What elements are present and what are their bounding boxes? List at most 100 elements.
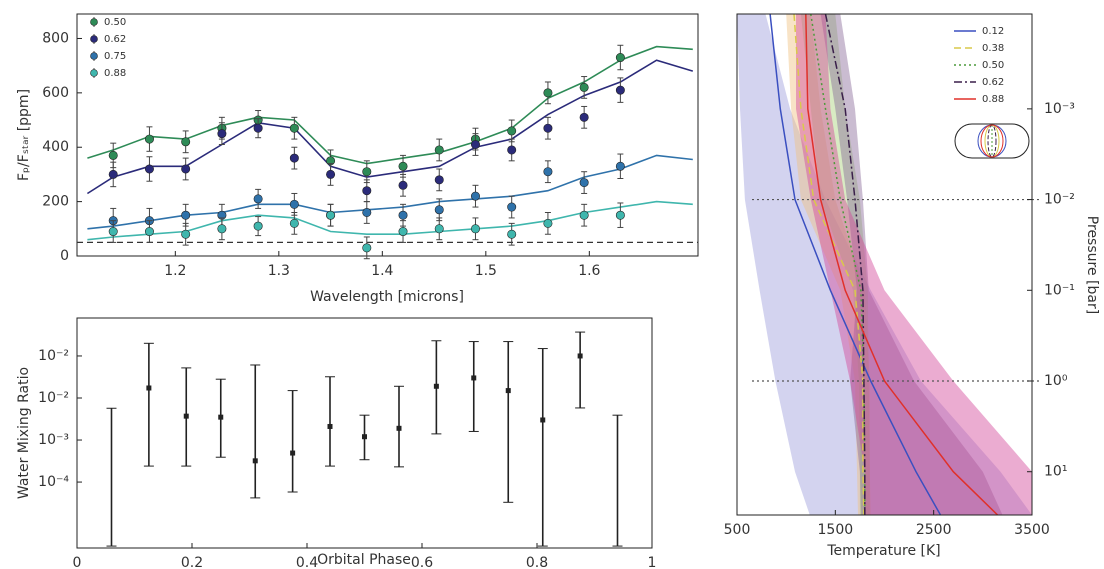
x-tick-label: 2500 <box>916 522 952 538</box>
y-tick-label: 200 <box>42 194 69 210</box>
data-point <box>144 164 154 174</box>
data-point <box>507 202 517 212</box>
y-tick-label: 10⁻² <box>38 390 69 406</box>
profile-line <box>810 14 866 515</box>
model-line <box>86 59 694 195</box>
x-axis-label: Orbital Phase <box>317 552 411 568</box>
legend-marker <box>90 18 98 26</box>
legend-label: 0.62 <box>982 77 1004 88</box>
data-point <box>434 224 444 234</box>
plot-frame <box>76 13 699 257</box>
data-point <box>507 145 517 155</box>
y-tick-label: 10⁰ <box>1044 373 1068 389</box>
x-tick-label: 1 <box>648 555 657 569</box>
data-point <box>289 153 299 163</box>
median-marker <box>146 385 152 391</box>
data-point <box>398 227 408 237</box>
data-point <box>253 123 263 133</box>
legend-label: 0.50 <box>104 17 126 28</box>
data-point <box>398 161 408 171</box>
median-marker <box>471 375 477 381</box>
x-tick-label: 0.4 <box>296 555 318 569</box>
x-tick-label: 1.6 <box>578 263 600 279</box>
data-point <box>253 221 263 231</box>
profile-line <box>793 14 865 515</box>
data-point <box>434 205 444 215</box>
median-marker <box>290 450 296 456</box>
legend-label: 0.75 <box>104 51 126 62</box>
legend-marker <box>90 35 98 43</box>
y-tick-label: 10⁻² <box>38 348 69 364</box>
median-marker <box>433 383 439 389</box>
data-point <box>543 88 553 98</box>
y-tick-label: 10⁻⁴ <box>38 474 69 490</box>
median-marker <box>362 434 367 440</box>
x-axis-label: Wavelength [microns] <box>310 289 464 305</box>
confidence-band <box>786 14 871 515</box>
data-point <box>217 129 227 139</box>
x-axis-label: Temperature [K] <box>826 543 940 559</box>
x-tick-label: 500 <box>724 522 751 538</box>
median-marker <box>327 423 333 429</box>
data-point <box>181 137 191 147</box>
profile-line <box>824 14 866 515</box>
y-axis-label: Fₚ/Fₛₜₐᵣ [ppm] <box>16 89 32 181</box>
x-tick-label: 1.5 <box>475 263 497 279</box>
x-tick-label: 0 <box>73 555 82 569</box>
x-tick-label: 3500 <box>1014 522 1050 538</box>
data-point <box>289 199 299 209</box>
confidence-band <box>796 14 1032 515</box>
confidence-band <box>737 14 1032 515</box>
y-tick-label: 600 <box>42 85 69 101</box>
median-marker <box>577 353 583 359</box>
plot-frame <box>76 317 653 549</box>
data-point <box>543 218 553 228</box>
legend-label: 0.12 <box>982 26 1004 37</box>
data-point <box>108 169 118 179</box>
x-tick-label: 1500 <box>818 522 854 538</box>
y-tick-label: 400 <box>42 139 69 155</box>
legend-label: 0.62 <box>104 34 126 45</box>
plot-frame <box>736 13 1033 516</box>
confidence-band <box>800 14 870 515</box>
legend-marker <box>90 52 98 60</box>
data-point <box>362 207 372 217</box>
data-point <box>579 112 589 122</box>
data-point <box>434 145 444 155</box>
profile-group <box>737 14 1032 515</box>
legend-label: 0.38 <box>982 43 1004 54</box>
y-tick-label: 800 <box>42 30 69 46</box>
profile-line <box>769 14 942 515</box>
data-point <box>108 150 118 160</box>
data-point <box>398 180 408 190</box>
data-point <box>434 175 444 185</box>
y-tick-label: 10¹ <box>1044 464 1067 480</box>
profile-line <box>805 14 999 515</box>
data-point <box>507 126 517 136</box>
x-tick-label: 0.2 <box>181 555 203 569</box>
x-tick-label: 1.3 <box>268 263 290 279</box>
legend-label: 0.88 <box>104 68 126 79</box>
y-tick-label: 10⁻¹ <box>1044 282 1075 298</box>
median-marker <box>540 417 546 423</box>
data-point <box>326 210 336 220</box>
legend-label: 0.50 <box>982 60 1004 71</box>
data-point <box>543 167 553 177</box>
median-marker <box>252 458 258 464</box>
median-marker <box>183 413 189 419</box>
y-axis-label: Water Mixing Ratio <box>16 367 32 499</box>
data-point <box>181 164 191 174</box>
data-point <box>579 178 589 188</box>
data-point <box>362 243 372 253</box>
data-point <box>362 186 372 196</box>
data-point <box>217 224 227 234</box>
data-point <box>615 85 625 95</box>
data-point <box>507 229 517 239</box>
legend-marker <box>90 69 98 77</box>
data-point <box>108 227 118 237</box>
legend-label: 0.88 <box>982 94 1004 105</box>
data-point <box>362 167 372 177</box>
x-tick-label: 1.4 <box>371 263 393 279</box>
data-point <box>470 140 480 150</box>
